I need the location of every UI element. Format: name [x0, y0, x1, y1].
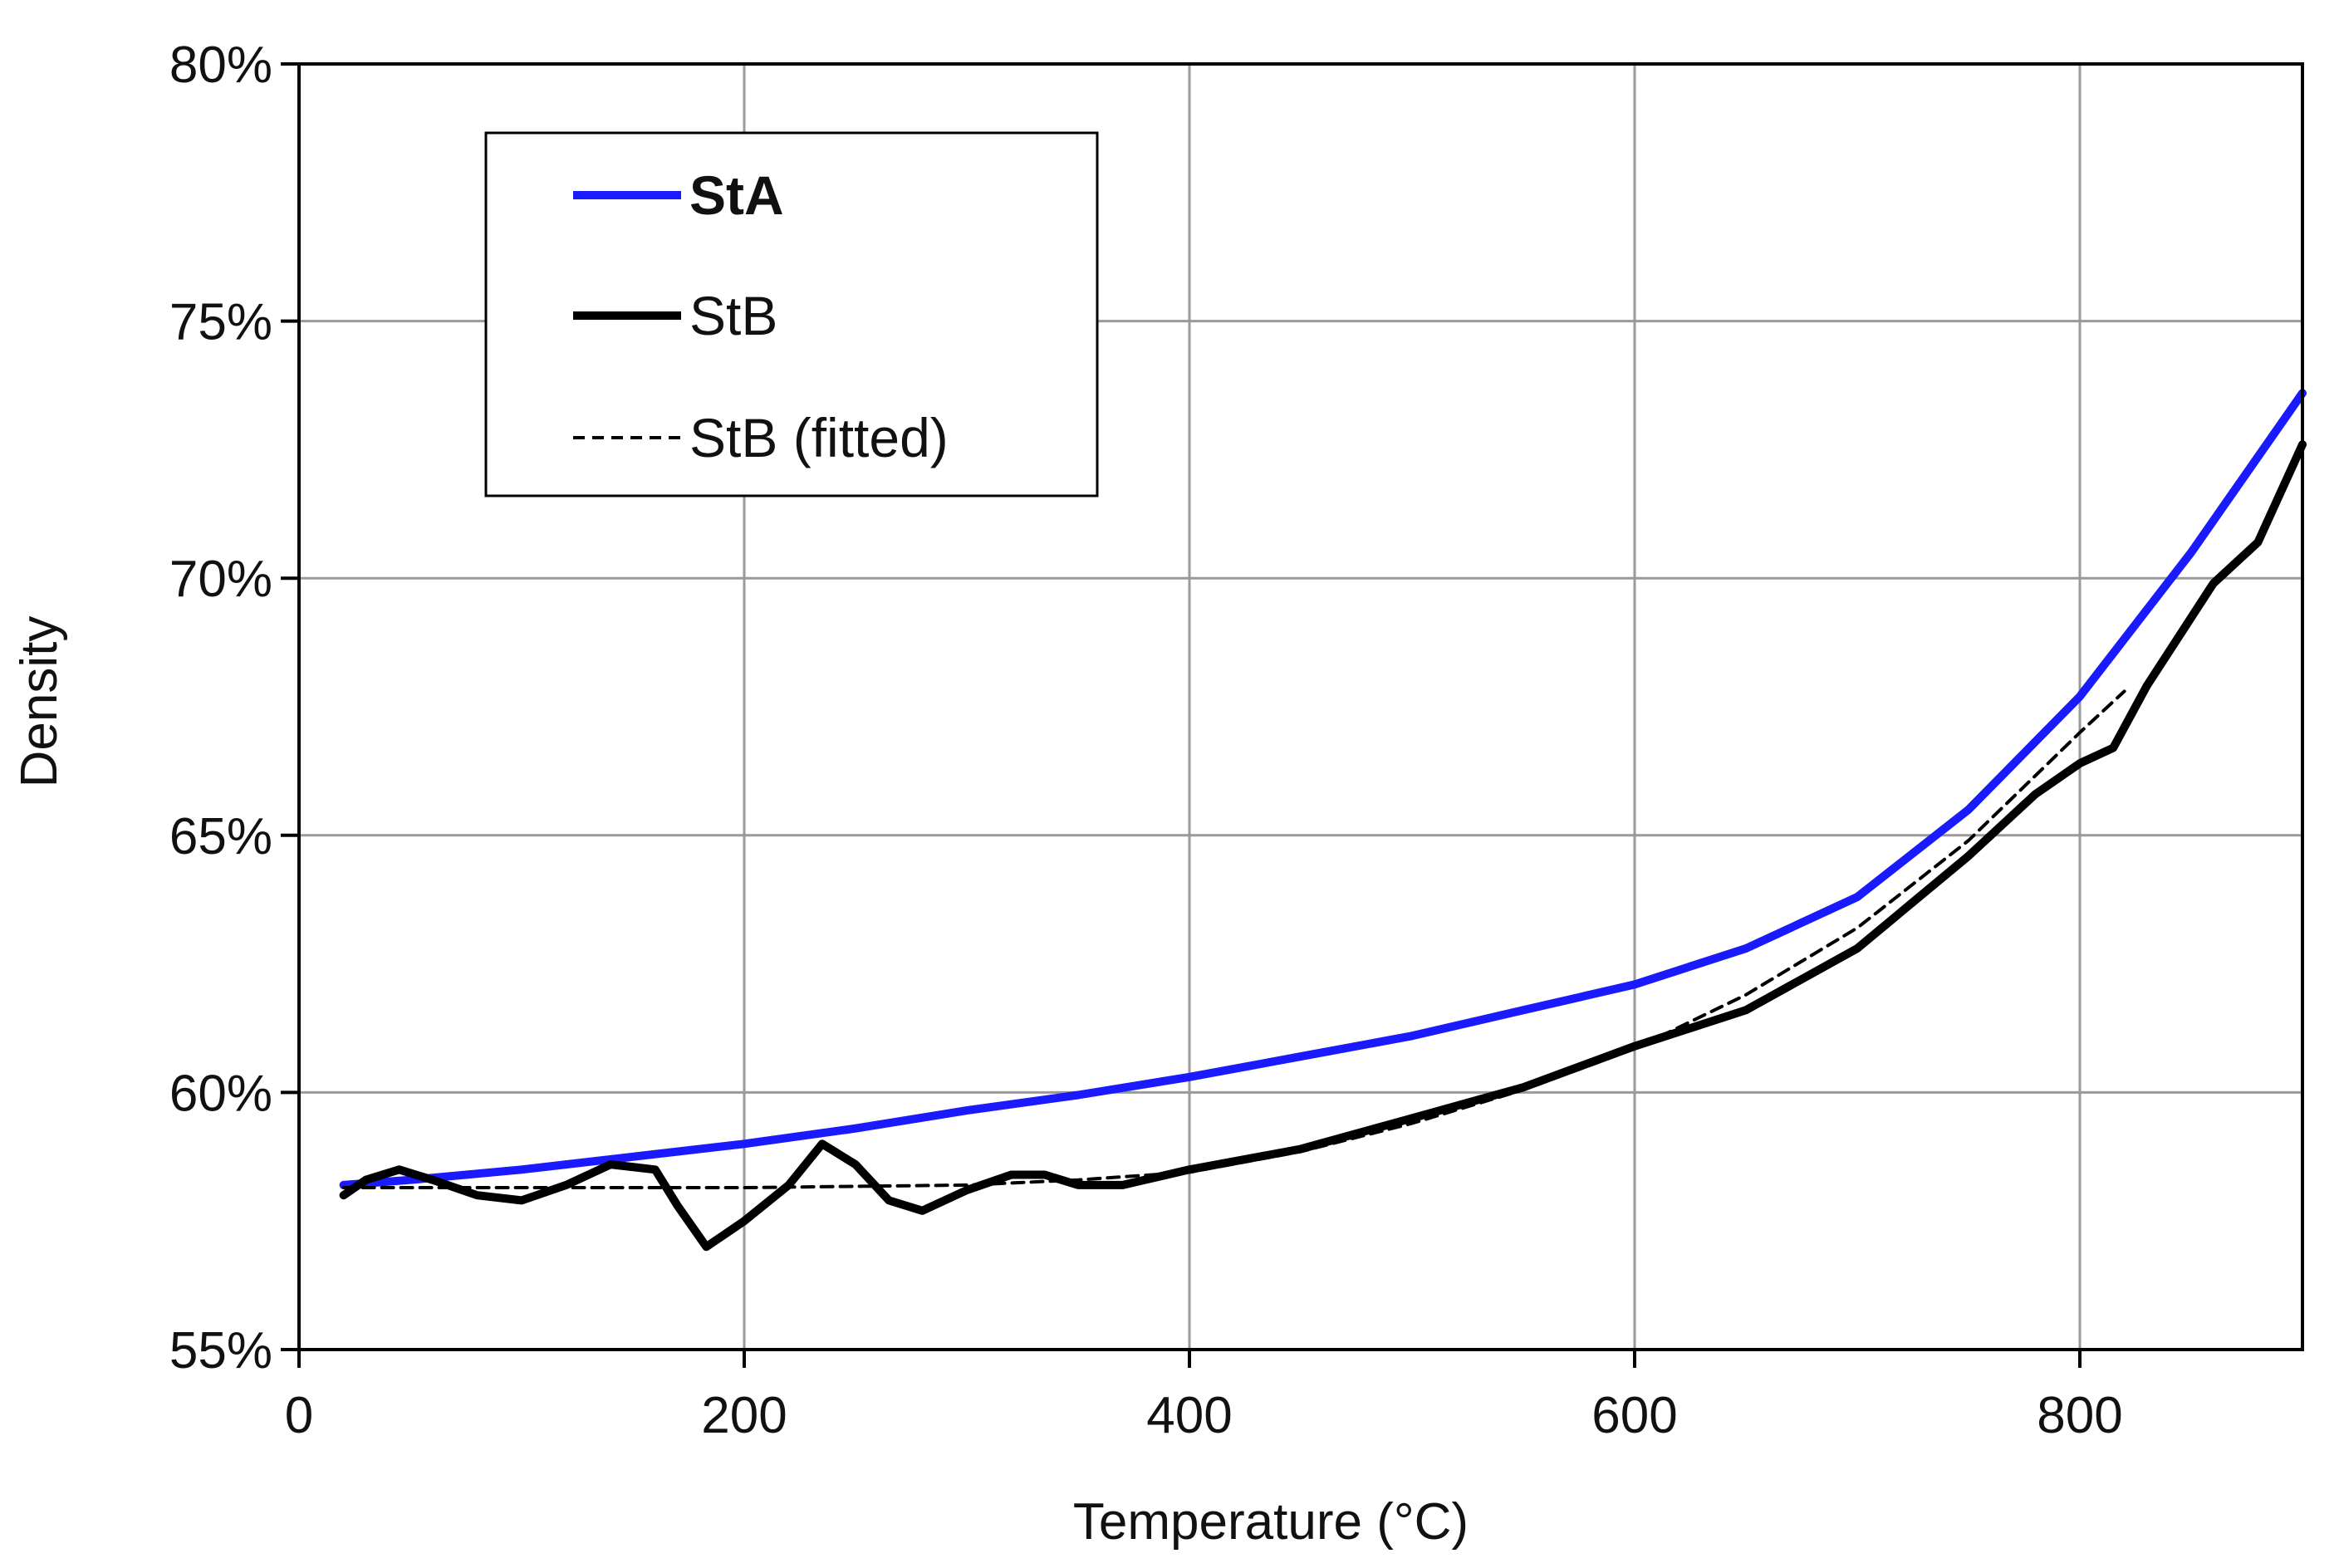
- y-axis: 55% 60% 65% 70% 75% 80%: [169, 37, 299, 1379]
- y-tick-label: 80%: [169, 37, 272, 94]
- y-tick-label: 70%: [169, 551, 272, 608]
- y-axis-title: Density: [11, 616, 68, 788]
- series-line-stb-fitted: [341, 689, 2126, 1189]
- plot-frame: [297, 62, 2304, 1351]
- x-tick-label: 0: [285, 1387, 313, 1444]
- legend-label-stb-fitted: StB (fitted): [689, 407, 949, 468]
- y-tick-label: 60%: [169, 1065, 272, 1122]
- x-axis: 0 200 400 600 800: [285, 1350, 2123, 1444]
- x-tick-label: 600: [1591, 1387, 1677, 1444]
- x-tick-label: 800: [2037, 1387, 2122, 1444]
- x-tick-label: 200: [701, 1387, 787, 1444]
- x-tick-label: 400: [1146, 1387, 1232, 1444]
- legend: StA StB StB (fitted): [484, 131, 1099, 497]
- series-line-stb: [339, 440, 2307, 1252]
- series-line-sta: [339, 389, 2307, 1189]
- series-group: [339, 389, 2307, 1252]
- y-tick-label: 55%: [169, 1322, 272, 1379]
- y-tick-label: 65%: [169, 808, 272, 865]
- y-tick-label: 75%: [169, 294, 272, 351]
- x-axis-title: Temperature (°C): [1073, 1493, 1469, 1551]
- legend-label-sta: StA: [689, 164, 784, 226]
- legend-label-stb: StB: [689, 285, 777, 346]
